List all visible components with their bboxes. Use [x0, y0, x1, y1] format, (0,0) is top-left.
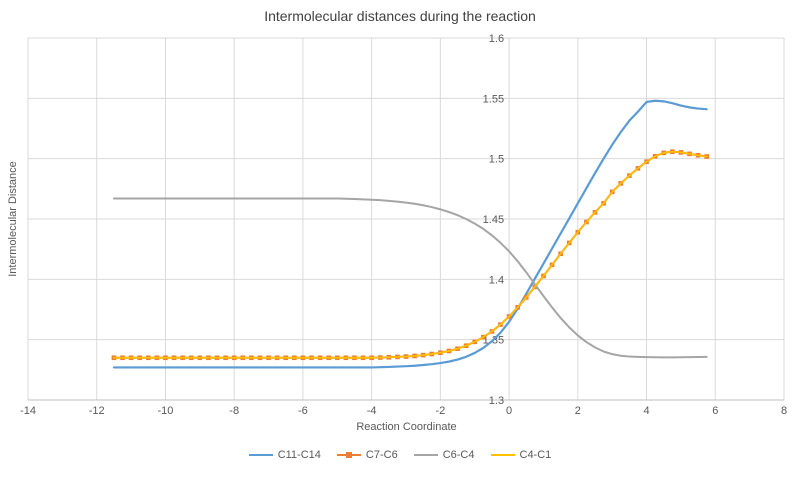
series-line-C7-C6[interactable]	[112, 150, 708, 359]
legend-item-c7-c6[interactable]: C7-C6	[336, 449, 398, 461]
legend-label: C6-C4	[442, 449, 475, 461]
x-tick-label: -8	[229, 405, 239, 417]
x-tick-label: -12	[89, 405, 105, 417]
x-tick-label: -10	[158, 405, 174, 417]
legend-line-swatch	[490, 454, 515, 456]
legend-item-c6-c4[interactable]: C6-C4	[413, 449, 475, 461]
x-tick-label: 8	[781, 405, 787, 417]
legend-label: C4-C1	[519, 449, 552, 461]
x-tick-label: -14	[20, 405, 36, 417]
x-tick-label: 4	[643, 405, 649, 417]
y-tick-label: 1.5	[489, 154, 504, 166]
legend: C11-C14 C7-C6 C6-C4 C4-C1	[0, 449, 800, 461]
y-tick-label: 1.45	[483, 214, 504, 226]
x-tick-label: -6	[298, 405, 308, 417]
legend-label: C11-C14	[277, 449, 321, 461]
legend-line-marker-swatch	[336, 452, 361, 458]
chart-title: Intermolecular distances during the reac…	[264, 8, 536, 24]
x-tick-label: 6	[712, 405, 718, 417]
x-axis-title: Reaction Coordinate	[356, 421, 457, 433]
legend-line-swatch	[413, 454, 438, 456]
legend-line-swatch	[248, 454, 273, 456]
y-tick-label: 1.3	[489, 395, 504, 407]
series-line-C11-C14[interactable]	[112, 99, 708, 369]
series-line-C6-C4[interactable]	[112, 197, 708, 359]
y-tick-label: 1.4	[489, 274, 504, 286]
legend-item-c4-c1[interactable]: C4-C1	[490, 449, 552, 461]
series-line-C4-C1[interactable]	[113, 150, 708, 359]
y-tick-label: 1.6	[489, 33, 504, 45]
legend-item-c11-c14[interactable]: C11-C14	[248, 449, 321, 461]
y-tick-label: 1.55	[483, 93, 504, 105]
x-tick-label: -2	[435, 405, 445, 417]
x-tick-label: -4	[367, 405, 377, 417]
x-tick-label: 2	[575, 405, 581, 417]
legend-label: C7-C6	[365, 449, 398, 461]
x-tick-label: 0	[506, 405, 512, 417]
